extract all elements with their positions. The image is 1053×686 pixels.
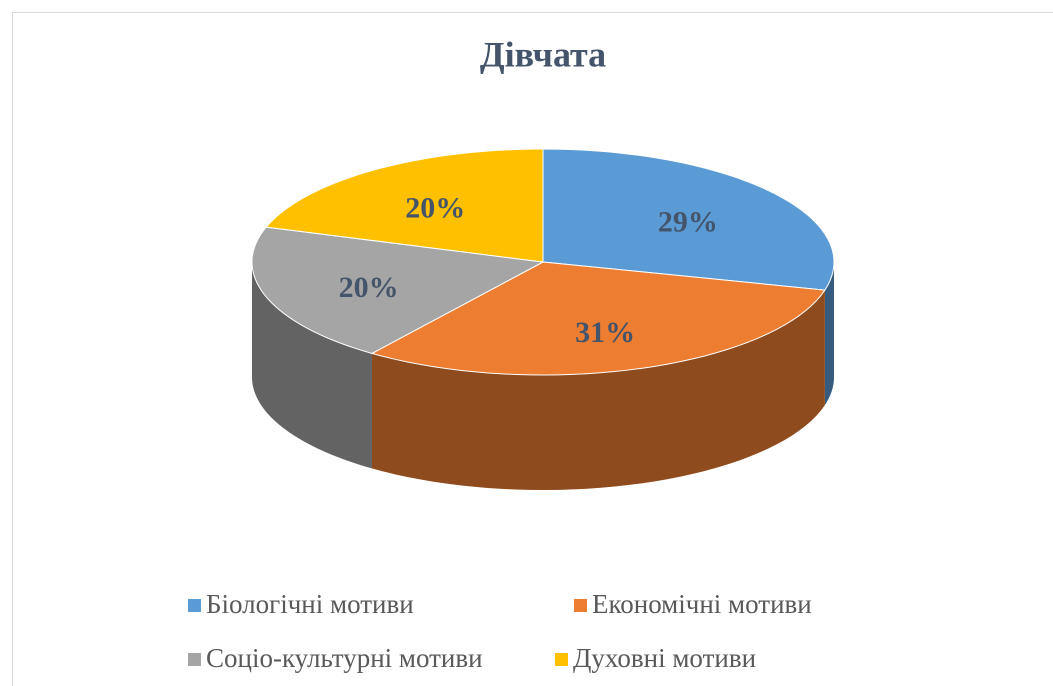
legend-label: Економічні мотиви (592, 589, 812, 619)
slice-side-shade (252, 262, 372, 469)
legend-swatch (555, 653, 568, 666)
slice (251, 226, 545, 354)
slice-side-shade (824, 262, 834, 406)
slice-side (252, 262, 372, 469)
data-label: 20% (405, 191, 465, 224)
slice-side (824, 262, 834, 406)
legend-swatch (188, 653, 201, 666)
legend-label: Біологічні мотиви (206, 589, 414, 619)
data-label: 29% (658, 205, 718, 238)
legend-label: Соціо-культурні мотиви (206, 643, 483, 673)
data-label: 20% (339, 271, 399, 304)
legend-swatch (574, 599, 587, 612)
legend-swatch (188, 599, 201, 612)
legend-label: Духовні мотиви (573, 643, 756, 673)
slice (265, 148, 544, 263)
slice (370, 261, 826, 376)
slice (542, 148, 835, 291)
slice-side-shade (371, 290, 825, 490)
data-label: 31% (575, 316, 635, 349)
chart-title: Дівчата (480, 34, 606, 74)
slice-side (371, 290, 825, 490)
